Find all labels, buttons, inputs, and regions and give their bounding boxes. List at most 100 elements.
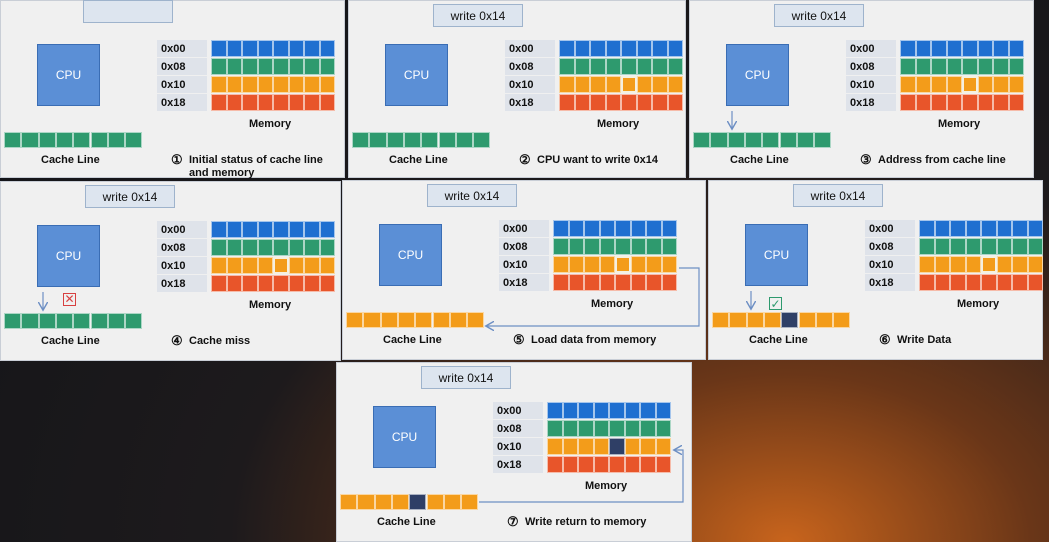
- memory-cell: [288, 40, 304, 57]
- cache-label: Cache Line: [749, 334, 808, 346]
- memory-cell: [288, 257, 304, 274]
- address: 0x10: [499, 256, 549, 273]
- memory-cell: [568, 220, 584, 237]
- memory-cell: [226, 275, 242, 292]
- address: 0x08: [157, 58, 207, 75]
- memory-cell: [640, 402, 656, 419]
- memory-cell: [273, 221, 289, 238]
- memory-cell: [304, 58, 320, 75]
- panel: write 0x14 CPU 0x00 0x08 0x10 0x18 Memory Cache…: [336, 362, 692, 542]
- memory-cell: [211, 76, 227, 93]
- cache-cell: [363, 312, 381, 328]
- memory-cell: [919, 274, 935, 291]
- cache-cell: [443, 494, 462, 510]
- memory-cell: [900, 94, 916, 111]
- memory-cell: [605, 76, 621, 93]
- memory-cell: [319, 40, 335, 57]
- memory-cell: [578, 420, 594, 437]
- cache-cell: [386, 132, 404, 148]
- address: 0x10: [157, 257, 207, 274]
- memory-cell: [226, 58, 242, 75]
- memory-cell: [615, 238, 631, 255]
- memory-cell: [621, 40, 637, 57]
- memory-cell: [242, 58, 258, 75]
- memory-cell: [624, 456, 640, 473]
- memory-cell: [946, 76, 962, 93]
- cache-cell: [473, 132, 491, 148]
- memory-cell: [273, 275, 289, 292]
- memory-cell: [962, 94, 978, 111]
- address: 0x18: [846, 94, 896, 111]
- memory-cell: [590, 58, 606, 75]
- panel: write 0x14 CPU 0x00 0x08 0x10 0x18 Memory Cache…: [689, 0, 1034, 178]
- memory-cell: [1008, 76, 1024, 93]
- memory-cell: [593, 456, 609, 473]
- memory-cell: [1008, 40, 1024, 57]
- memory-cell: [981, 256, 997, 273]
- instruction: write 0x14: [774, 4, 864, 27]
- memory-cell: [211, 257, 227, 274]
- memory-cell: [646, 256, 662, 273]
- cache-cell: [21, 132, 39, 148]
- memory-cell: [919, 256, 935, 273]
- memory-cell: [288, 275, 304, 292]
- memory-cell: [547, 402, 563, 419]
- cache-cell: [38, 132, 56, 148]
- memory-cell: [934, 220, 950, 237]
- memory-cell: [584, 256, 600, 273]
- memory-label: Memory: [938, 118, 981, 130]
- memory-cell: [553, 274, 569, 291]
- address: 0x08: [846, 58, 896, 75]
- cache-cell: [455, 132, 474, 148]
- memory-cell: [574, 94, 590, 111]
- memory-cell: [993, 58, 1009, 75]
- memory-cell: [624, 438, 640, 455]
- memory-cell: [319, 257, 335, 274]
- panel: write 0x14 CPU 0x00 0x08 0x10 0x18 Memory Cache…: [0, 181, 341, 361]
- address: 0x00: [865, 220, 915, 237]
- memory-cell: [621, 76, 637, 93]
- memory-cell: [226, 221, 242, 238]
- step-number: ③: [860, 152, 872, 167]
- cache-cell: [340, 494, 358, 510]
- cache-cell: [712, 312, 730, 328]
- memory-cell: [965, 220, 981, 237]
- memory-cell: [962, 76, 978, 93]
- memory-cell: [599, 238, 615, 255]
- cache-cell: [4, 132, 22, 148]
- check-icon: ✓: [769, 297, 782, 311]
- memory-cell: [934, 274, 950, 291]
- cache-cell: [729, 312, 747, 328]
- instruction: write 0x14: [433, 4, 523, 27]
- memory-cell: [636, 76, 652, 93]
- cache-label: Cache Line: [383, 334, 442, 346]
- memory-cell: [1012, 238, 1028, 255]
- address: 0x18: [157, 275, 207, 292]
- memory-cell: [636, 58, 652, 75]
- memory-cell: [304, 40, 320, 57]
- cache-cell: [426, 494, 444, 510]
- memory-cell: [590, 76, 606, 93]
- memory-cell: [599, 256, 615, 273]
- memory-cell: [661, 256, 677, 273]
- memory-cell: [1012, 256, 1028, 273]
- memory-cell: [257, 76, 273, 93]
- cache-cell: [55, 132, 74, 148]
- memory-cell: [993, 40, 1009, 57]
- memory-cell: [950, 238, 966, 255]
- memory-cell: [624, 420, 640, 437]
- caption: Address from cache line: [878, 154, 1006, 166]
- memory-cell: [640, 456, 656, 473]
- caption: Load data from memory: [531, 334, 657, 346]
- memory-cell: [319, 76, 335, 93]
- memory-cell: [640, 438, 656, 455]
- memory-cell: [615, 220, 631, 237]
- memory-cell: [946, 94, 962, 111]
- memory-cell: [304, 76, 320, 93]
- memory-cell: [242, 275, 258, 292]
- cache-cell: [467, 312, 485, 328]
- address: 0x08: [157, 239, 207, 256]
- memory-cell: [931, 58, 947, 75]
- memory-cell: [655, 402, 671, 419]
- memory-cell: [568, 256, 584, 273]
